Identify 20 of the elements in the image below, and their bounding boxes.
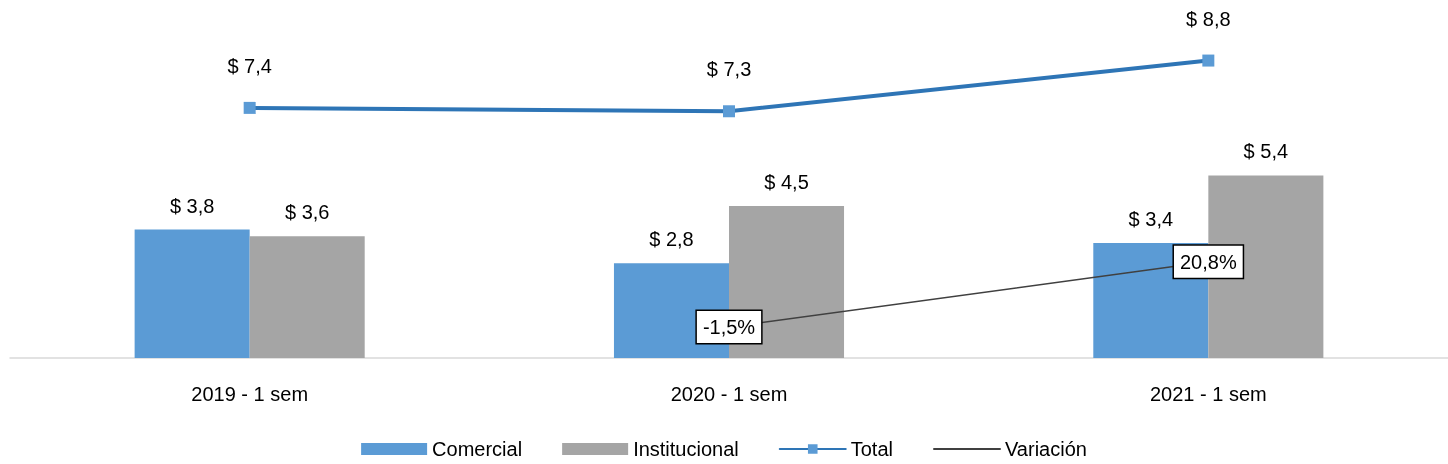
data-label: $ 3,6 bbox=[284, 201, 330, 224]
legend-label: Total bbox=[850, 438, 893, 460]
data-label: -1,5% bbox=[702, 316, 756, 339]
x-tick-label: 2019 - 1 sem bbox=[191, 383, 309, 405]
data-label: $ 2,8 bbox=[649, 228, 694, 251]
data-label: $ 3,8 bbox=[169, 194, 215, 217]
data-label: $ 4,5 bbox=[764, 170, 809, 193]
x-tick-label: 2020 - 1 sem bbox=[670, 383, 788, 405]
bar bbox=[134, 229, 250, 358]
legend-label: Comercial bbox=[432, 438, 523, 460]
data-label: $ 3,4 bbox=[1128, 208, 1174, 231]
data-label: $ 5,4 bbox=[1243, 140, 1289, 163]
legend-label: Variación bbox=[1004, 438, 1087, 460]
data-label: $ 7,3 bbox=[706, 58, 752, 81]
data-label: 20,8% bbox=[1179, 250, 1237, 273]
legend-label: Institucional bbox=[633, 438, 739, 460]
bar bbox=[249, 236, 365, 358]
x-tick-label: 2021 - 1 sem bbox=[1149, 383, 1267, 405]
data-label: $ 7,4 bbox=[227, 54, 272, 77]
data-label: $ 8,8 bbox=[1186, 7, 1231, 30]
